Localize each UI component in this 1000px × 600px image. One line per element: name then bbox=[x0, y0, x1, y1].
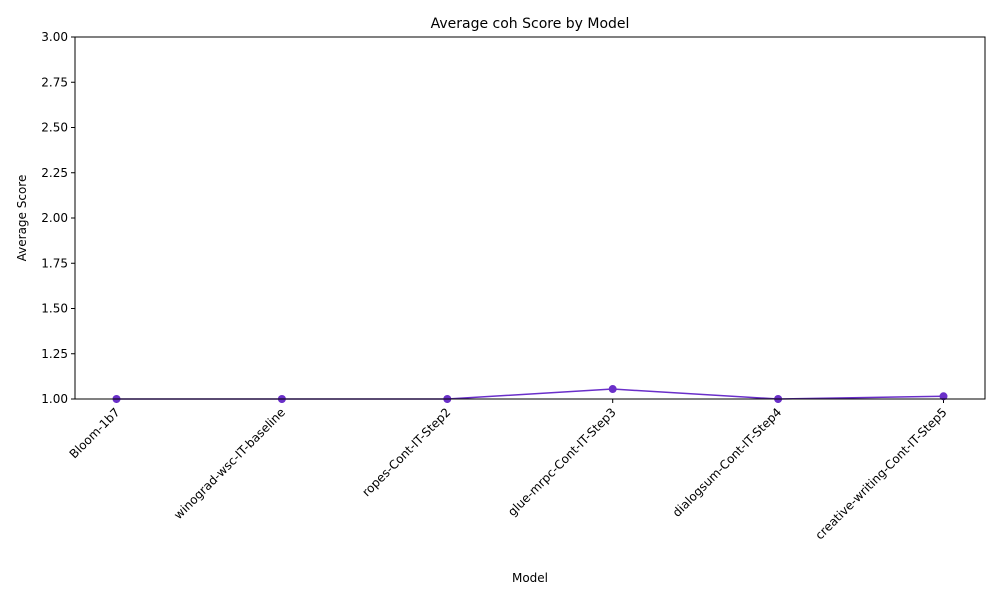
x-tick-label: winograd-wsc-IT-baseline bbox=[171, 405, 288, 522]
x-tick-label: creative-writing-Cont-IT-Step5 bbox=[812, 405, 949, 542]
y-axis: 1.00 1.25 1.50 1.75 2.00 2.25 2.50 2.75 3.00 bbox=[41, 30, 75, 406]
y-tick-label: 1.75 bbox=[41, 256, 68, 270]
x-tick-label: dialogsum-Cont-IT-Step4 bbox=[670, 405, 784, 519]
y-axis-title: Average Score bbox=[15, 175, 29, 262]
y-tick-label: 2.75 bbox=[41, 75, 68, 89]
series-layer bbox=[112, 385, 948, 403]
chart-title: Average coh Score by Model bbox=[431, 16, 630, 32]
x-tick-label: ropes-Cont-IT-Step2 bbox=[359, 405, 453, 499]
y-tick-label: 1.00 bbox=[41, 392, 68, 406]
x-tick-label: glue-mrpc-Cont-IT-Step3 bbox=[505, 405, 619, 519]
y-tick-label: 2.00 bbox=[41, 211, 68, 225]
x-axis-title: Model bbox=[512, 571, 548, 585]
data-point bbox=[608, 385, 617, 394]
y-tick-label: 2.50 bbox=[41, 121, 68, 135]
y-tick-label: 3.00 bbox=[41, 30, 68, 44]
x-tick-label: Bloom-1b7 bbox=[67, 405, 123, 461]
y-tick-label: 1.50 bbox=[41, 302, 68, 316]
data-point bbox=[939, 392, 948, 401]
y-tick-label: 1.25 bbox=[41, 347, 68, 361]
y-tick-label: 2.25 bbox=[41, 166, 68, 180]
series-line bbox=[116, 388, 944, 400]
plot-frame bbox=[74, 36, 986, 400]
x-axis: Bloom-1b7 winograd-wsc-IT-baseline ropes-C… bbox=[67, 399, 950, 542]
